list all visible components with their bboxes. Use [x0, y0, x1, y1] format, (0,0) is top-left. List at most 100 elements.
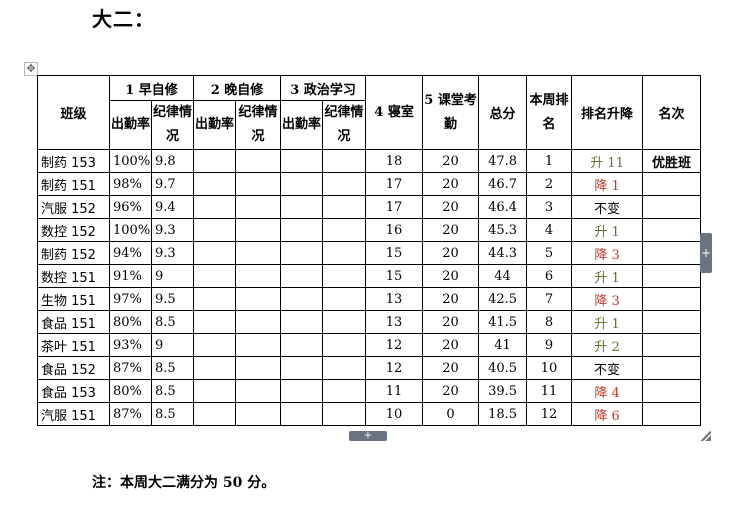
politics-discipline-cell [322, 310, 367, 334]
header-morning-study: 1 早自修 [108, 75, 195, 101]
header-class-attendance: 5 课堂考勤 [422, 75, 480, 150]
rank-change-cell: 降 3 [571, 287, 644, 311]
honor-cell [642, 172, 702, 196]
evening-rate-cell [193, 287, 237, 311]
evening-discipline-cell [235, 195, 282, 219]
evening-rate-cell [193, 218, 237, 242]
politics-discipline-cell [322, 218, 367, 242]
header-evening-study: 2 晚自修 [193, 75, 282, 101]
morning-rate-cell: 87% [109, 356, 152, 380]
evening-rate-cell [193, 241, 237, 265]
header-week-rank: 本周排名 [526, 75, 573, 150]
politics-rate-cell [280, 356, 324, 380]
footnote: 注：本周大二满分为 50 分。 [92, 475, 276, 491]
evening-discipline-cell [235, 310, 282, 334]
dorm-cell: 18 [365, 149, 424, 173]
header-dorm: 4 寝室 [365, 75, 424, 150]
honor-cell [642, 287, 702, 311]
honor-cell [642, 195, 702, 219]
evening-rate-cell [193, 333, 237, 357]
morning-discipline-cell: 9 [150, 333, 195, 357]
morning-discipline-cell: 9.7 [150, 172, 195, 196]
table-row: 制药 152 94% 9.3 15 20 44.3 5 降 3 [37, 241, 702, 265]
honor-cell [642, 218, 702, 242]
rank-change-cell: 升 11 [571, 149, 644, 173]
table-row: 制药 153 100% 9.8 18 20 47.8 1 升 11 优胜班 [37, 149, 702, 173]
rank-change-cell: 不变 [571, 356, 644, 380]
rank-change-cell: 升 1 [571, 264, 644, 288]
evening-rate-cell [193, 195, 237, 219]
evening-rate-cell [193, 356, 237, 380]
dorm-cell: 13 [365, 287, 424, 311]
header-morning-discipline: 纪律情况 [150, 100, 195, 150]
evening-discipline-cell [235, 402, 282, 426]
total-cell: 46.7 [478, 172, 528, 196]
add-row-plus-icon[interactable]: + [349, 431, 387, 441]
dorm-cell: 12 [365, 333, 424, 357]
table-row: 生物 151 97% 9.5 13 20 42.5 7 降 3 [37, 287, 702, 311]
morning-discipline-cell: 9.3 [150, 218, 195, 242]
week-rank-cell: 5 [526, 241, 573, 265]
header-politics-rate: 出勤率 [280, 100, 324, 150]
dorm-cell: 12 [365, 356, 424, 380]
evening-rate-cell [193, 310, 237, 334]
week-rank-cell: 11 [526, 379, 573, 403]
table-row: 汽服 152 96% 9.4 17 20 46.4 3 不变 [37, 195, 702, 219]
week-rank-cell: 4 [526, 218, 573, 242]
morning-rate-cell: 100% [109, 218, 152, 242]
total-cell: 40.5 [478, 356, 528, 380]
class-attendance-cell: 20 [422, 241, 480, 265]
politics-rate-cell [280, 172, 324, 196]
politics-discipline-cell [322, 264, 367, 288]
politics-rate-cell [280, 149, 324, 173]
morning-discipline-cell: 9.5 [150, 287, 195, 311]
class-cell: 生物 151 [37, 287, 110, 311]
header-politics-discipline: 纪律情况 [322, 100, 367, 150]
rank-change-cell: 降 3 [571, 241, 644, 265]
morning-rate-cell: 93% [109, 333, 152, 357]
header-honor: 名次 [642, 75, 702, 150]
total-cell: 44.3 [478, 241, 528, 265]
morning-rate-cell: 97% [109, 287, 152, 311]
week-rank-cell: 10 [526, 356, 573, 380]
class-cell: 汽服 152 [37, 195, 110, 219]
class-cell: 食品 153 [37, 379, 110, 403]
evening-rate-cell [193, 149, 237, 173]
dorm-cell: 10 [365, 402, 424, 426]
morning-discipline-cell: 8.5 [150, 379, 195, 403]
evening-discipline-cell [235, 379, 282, 403]
dorm-cell: 16 [365, 218, 424, 242]
honor-cell [642, 310, 702, 334]
class-cell: 制药 153 [37, 149, 110, 173]
honor-cell: 优胜班 [642, 149, 702, 173]
morning-rate-cell: 96% [109, 195, 152, 219]
politics-rate-cell [280, 264, 324, 288]
politics-rate-cell [280, 195, 324, 219]
dorm-cell: 15 [365, 264, 424, 288]
add-column-plus-icon[interactable]: + [700, 233, 712, 273]
week-rank-cell: 9 [526, 333, 573, 357]
header-politics-study: 3 政治学习 [280, 75, 367, 101]
politics-discipline-cell [322, 287, 367, 311]
evening-rate-cell [193, 264, 237, 288]
total-cell: 44 [478, 264, 528, 288]
header-class: 班级 [37, 75, 110, 150]
class-attendance-cell: 20 [422, 149, 480, 173]
morning-discipline-cell: 9.3 [150, 241, 195, 265]
header-evening-rate: 出勤率 [193, 100, 237, 150]
politics-rate-cell [280, 310, 324, 334]
class-attendance-cell: 20 [422, 172, 480, 196]
total-cell: 47.8 [478, 149, 528, 173]
table-resize-corner-icon[interactable] [701, 431, 711, 441]
header-total: 总分 [478, 75, 528, 150]
politics-discipline-cell [322, 241, 367, 265]
week-rank-cell: 2 [526, 172, 573, 196]
week-rank-cell: 1 [526, 149, 573, 173]
class-attendance-cell: 20 [422, 356, 480, 380]
table-row: 食品 151 80% 8.5 13 20 41.5 8 升 1 [37, 310, 702, 334]
table-row: 食品 153 80% 8.5 11 20 39.5 11 降 4 [37, 379, 702, 403]
total-cell: 39.5 [478, 379, 528, 403]
table-move-handle-icon[interactable]: ✥ [24, 62, 38, 76]
morning-discipline-cell: 8.5 [150, 310, 195, 334]
dorm-cell: 11 [365, 379, 424, 403]
